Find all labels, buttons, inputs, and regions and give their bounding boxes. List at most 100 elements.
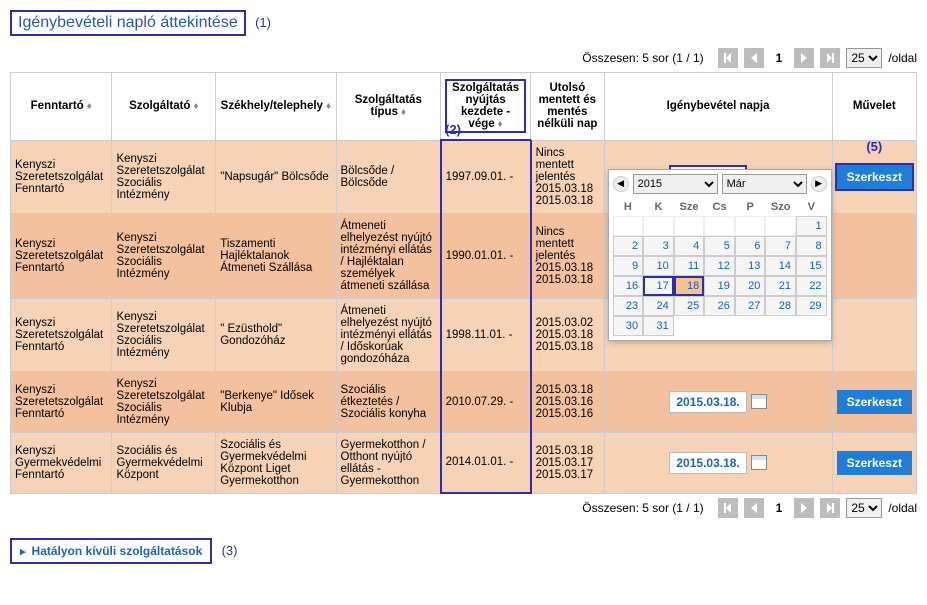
collapsed-section-toggle[interactable]: Hatályon kívüli szolgáltatások	[10, 538, 212, 564]
cell: Nincs mentett jelentés 2015.03.18 2015.0…	[531, 140, 604, 213]
th-provider[interactable]: Szolgáltató♦	[112, 73, 216, 141]
annotation-2: (2)	[445, 122, 461, 137]
datepicker-day[interactable]: 8	[796, 236, 827, 256]
th-maintainer[interactable]: Fenntartó♦	[11, 73, 112, 141]
datepicker-dow: K	[643, 198, 674, 216]
cell: Szociális és Gyermekvédelmi Központ Lige…	[216, 432, 336, 493]
datepicker-dow: P	[735, 198, 766, 216]
datepicker-day[interactable]: 16	[613, 276, 644, 296]
cell: Szociális és Gyermekvédelmi Központ	[112, 432, 216, 493]
datepicker-day[interactable]: 3	[643, 236, 674, 256]
datepicker-day[interactable]: 18	[674, 276, 705, 296]
datepicker-day[interactable]: 23	[613, 296, 644, 316]
datepicker-prev[interactable]: ◀	[613, 176, 629, 192]
datepicker-day[interactable]: 31	[643, 316, 674, 336]
edit-button[interactable]: Szerkeszt	[837, 165, 912, 189]
datepicker-day[interactable]: 13	[735, 256, 766, 276]
calendar-icon[interactable]	[751, 455, 767, 470]
pager-last-button[interactable]	[820, 498, 840, 518]
calendar-icon[interactable]	[751, 394, 767, 409]
datepicker-day[interactable]: 10	[643, 256, 674, 276]
cell: Kenyszi Szeretetszolgálat Szociális Inté…	[112, 371, 216, 432]
datepicker-day[interactable]: 4	[674, 236, 705, 256]
pager-first-button[interactable]	[718, 48, 738, 68]
cell: Kenyszi Szeretetszolgálat Fenntartó	[11, 298, 112, 371]
cell: Bölcsőde / Bölcsőde	[336, 140, 441, 213]
pager-perpage-suffix: /oldal	[888, 501, 917, 515]
pager-perpage-select[interactable]: 25	[846, 48, 882, 68]
cell: "Berkenye" Idősek Klubja	[216, 371, 336, 432]
cell: Kenyszi Szeretetszolgálat Szociális Inté…	[112, 298, 216, 371]
action-cell	[832, 298, 916, 371]
datepicker-day[interactable]: 6	[735, 236, 766, 256]
datepicker-day[interactable]: 14	[765, 256, 796, 276]
cell: "Napsugár" Bölcsőde	[216, 140, 336, 213]
pager-next-button[interactable]	[794, 498, 814, 518]
th-site[interactable]: Székhely/telephely♦	[216, 73, 336, 141]
usage-day-cell	[604, 432, 832, 493]
edit-button[interactable]: Szerkeszt	[837, 390, 912, 414]
datepicker-day[interactable]: 2	[613, 236, 644, 256]
usage-day-cell	[604, 371, 832, 432]
datepicker-day[interactable]: 22	[796, 276, 827, 296]
sort-icon: ♦	[326, 101, 331, 112]
pager-perpage-suffix: /oldal	[888, 51, 917, 65]
datepicker-day[interactable]: 19	[704, 276, 735, 296]
datepicker-day[interactable]: 17	[643, 276, 674, 296]
pager-perpage-select[interactable]: 25	[846, 498, 882, 518]
datepicker-day[interactable]: 26	[704, 296, 735, 316]
pager-last-button[interactable]	[820, 48, 840, 68]
table-row: Kenyszi Szeretetszolgálat FenntartóKenys…	[11, 140, 917, 213]
cell: Kenyszi Szeretetszolgálat Fenntartó	[11, 140, 112, 213]
datepicker-month-select[interactable]: Már	[722, 174, 807, 194]
usage-date-input[interactable]	[669, 391, 747, 413]
datepicker-dow: H	[613, 198, 644, 216]
datepicker-empty	[674, 216, 705, 236]
pager-first-button[interactable]	[718, 498, 738, 518]
cell: " Ezüsthold" Gondozóház	[216, 298, 336, 371]
datepicker-day[interactable]: 20	[735, 276, 766, 296]
pager-next-button[interactable]	[794, 48, 814, 68]
datepicker-day[interactable]: 27	[735, 296, 766, 316]
datepicker-day[interactable]: 24	[643, 296, 674, 316]
th-usage-day: Igénybevétel napja (4)	[604, 73, 832, 141]
usage-date-input[interactable]	[669, 452, 747, 474]
page-title: Igénybevételi napló áttekintése	[10, 10, 246, 36]
datepicker-day[interactable]: 15	[796, 256, 827, 276]
datepicker-day[interactable]: 11	[674, 256, 705, 276]
cell: Nincs mentett jelentés 2015.03.18 2015.0…	[531, 213, 604, 298]
datepicker-day[interactable]: 29	[796, 296, 827, 316]
th-svc-type[interactable]: Szolgáltatás típus♦	[336, 73, 441, 141]
datepicker-dow: Szo	[765, 198, 796, 216]
datepicker-year-select[interactable]: 2015	[633, 174, 718, 194]
datepicker-next[interactable]: ▶	[811, 176, 827, 192]
cell: Kenyszi Szeretetszolgálat Fenntartó	[11, 371, 112, 432]
cell: Átmeneti elhelyezést nyújtó intézményi e…	[336, 213, 441, 298]
edit-button[interactable]: Szerkeszt	[837, 451, 912, 475]
pager-current-page: 1	[770, 501, 789, 515]
datepicker-empty	[643, 216, 674, 236]
cell: 1998.11.01. -	[441, 298, 531, 371]
datepicker-day[interactable]: 28	[765, 296, 796, 316]
datepicker-day[interactable]: 9	[613, 256, 644, 276]
th-svc-dates[interactable]: Szolgáltatás nyújtás kezdete - vége♦ (2)	[441, 73, 531, 141]
th-action: Művelet (5)	[832, 73, 916, 141]
cell: Gyermekotthon / Otthont nyújtó ellátás -…	[336, 432, 441, 493]
cell: Kenyszi Gyermekvédelmi Fenntartó	[11, 432, 112, 493]
table-row: Kenyszi Gyermekvédelmi FenntartóSzociáli…	[11, 432, 917, 493]
datepicker-day[interactable]: 21	[765, 276, 796, 296]
pager-prev-button[interactable]	[744, 498, 764, 518]
datepicker-day[interactable]: 7	[765, 236, 796, 256]
pager-prev-button[interactable]	[744, 48, 764, 68]
datepicker-day[interactable]: 12	[704, 256, 735, 276]
datepicker-day[interactable]: 30	[613, 316, 644, 336]
datepicker-day[interactable]: 25	[674, 296, 705, 316]
pager-current-page: 1	[770, 51, 789, 65]
datepicker-day[interactable]: 1	[796, 216, 827, 236]
annotation-1: (1)	[255, 15, 271, 30]
pager-top: Összesen: 5 sor (1 / 1) 1 25 /oldal	[10, 48, 917, 68]
pager-bottom: Összesen: 5 sor (1 / 1) 1 25 /oldal	[10, 498, 917, 518]
cell: Szociális étkeztetés / Szociális konyha	[336, 371, 441, 432]
cell: 2015.03.18 2015.03.16 2015.03.16	[531, 371, 604, 432]
datepicker-day[interactable]: 5	[704, 236, 735, 256]
